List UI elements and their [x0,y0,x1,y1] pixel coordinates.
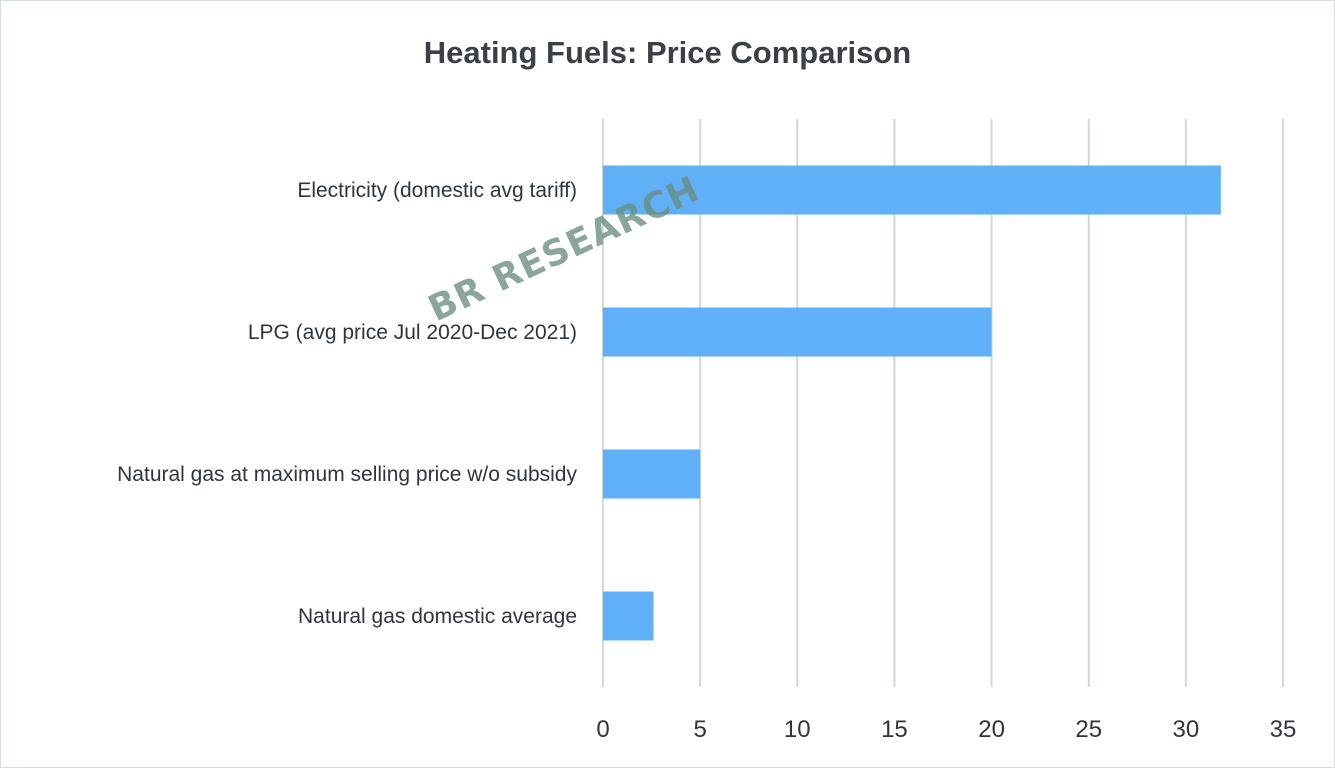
bar [603,591,654,641]
chart-title: Heating Fuels: Price Comparison [423,35,912,70]
x-tick-label: 5 [693,716,706,743]
category-label: Natural gas at maximum selling price w/o… [117,463,577,486]
category-label: LPG (avg price Jul 2020-Dec 2021) [248,321,577,344]
x-tick-label: 15 [881,716,908,743]
bar [603,449,701,499]
x-tick-label: 25 [1075,716,1102,743]
category-label: Natural gas domestic average [298,605,577,628]
bars [603,165,1221,641]
bar [603,165,1221,215]
bar [603,307,992,357]
x-tick-label: 35 [1270,716,1297,743]
x-tick-label: 20 [978,716,1005,743]
category-labels: Electricity (domestic avg tariff) LPG (av… [117,179,577,628]
category-label: Electricity (domestic avg tariff) [297,179,577,202]
x-axis-ticks: 0 5 10 15 20 25 30 35 [596,716,1296,743]
x-tick-label: 0 [596,716,609,743]
x-tick-label: 30 [1173,716,1200,743]
x-tick-label: 10 [784,716,811,743]
